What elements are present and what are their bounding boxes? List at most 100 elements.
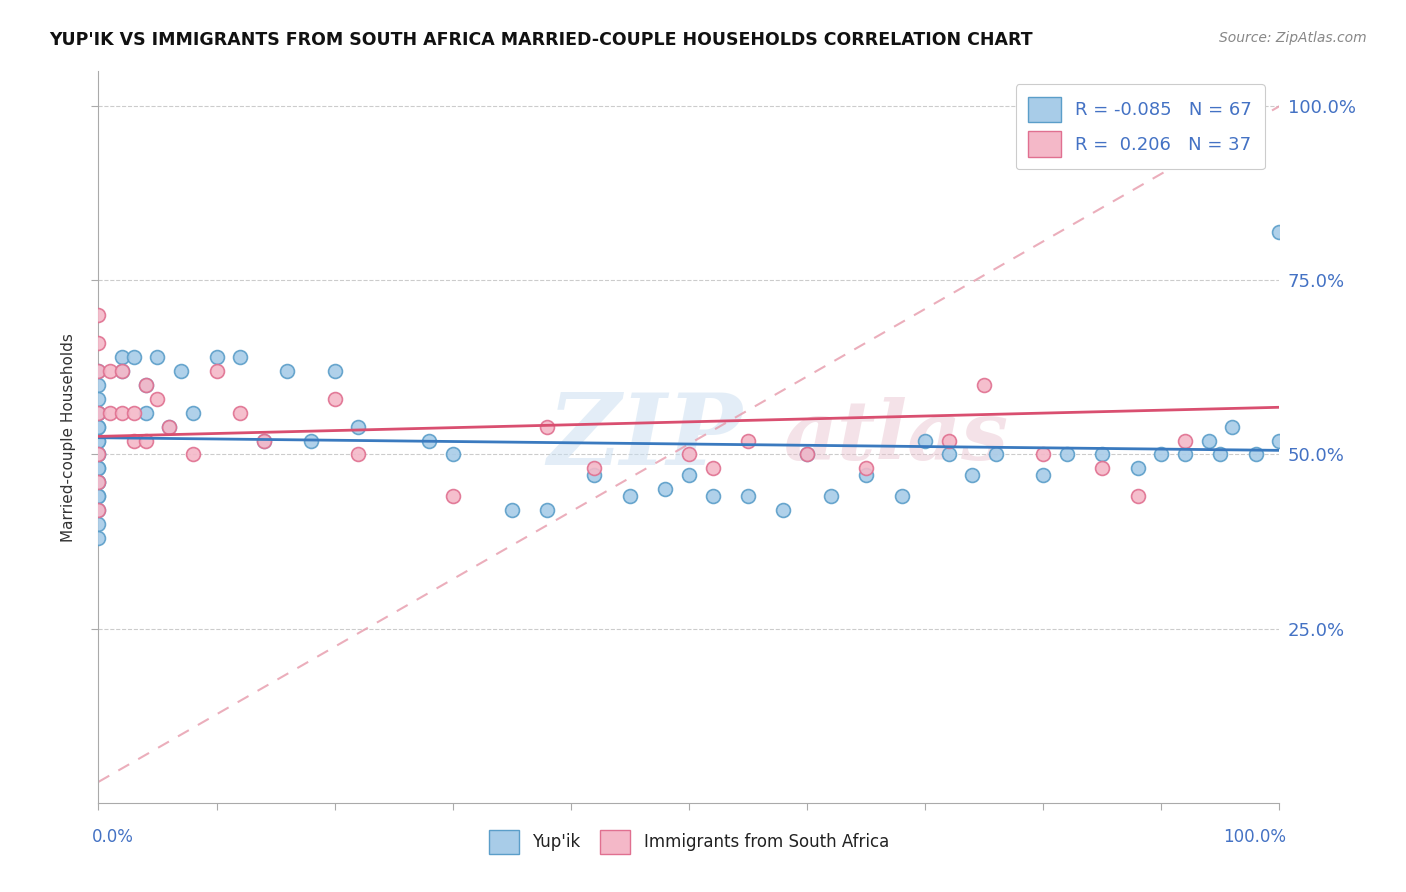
Point: [111, 364, 134, 378]
Point: [253, 434, 276, 448]
Point: [135, 434, 157, 448]
Point: [87, 377, 110, 392]
Point: [135, 406, 157, 420]
Point: [87, 448, 110, 462]
Point: [938, 448, 960, 462]
Point: [111, 364, 134, 378]
Point: [87, 406, 110, 420]
Point: [914, 434, 936, 448]
Text: Source: ZipAtlas.com: Source: ZipAtlas.com: [1219, 31, 1367, 45]
Point: [87, 531, 110, 545]
Point: [157, 419, 180, 434]
Text: atlas: atlas: [783, 397, 1008, 477]
Point: [87, 448, 110, 462]
Point: [962, 468, 984, 483]
Point: [441, 489, 464, 503]
Point: [1126, 489, 1149, 503]
Point: [1244, 448, 1267, 462]
Point: [87, 475, 110, 490]
Point: [1174, 434, 1197, 448]
Point: [87, 461, 110, 475]
Text: 0.0%: 0.0%: [91, 828, 134, 846]
Point: [146, 392, 169, 406]
Point: [796, 448, 818, 462]
Point: [87, 434, 110, 448]
Point: [122, 350, 145, 364]
Point: [299, 434, 322, 448]
Point: [157, 419, 180, 434]
Point: [890, 489, 912, 503]
Point: [820, 489, 842, 503]
Point: [205, 350, 228, 364]
Point: [87, 419, 110, 434]
Point: [855, 461, 877, 475]
Point: [111, 350, 134, 364]
Point: [678, 448, 700, 462]
Point: [87, 489, 110, 503]
Point: [170, 364, 193, 378]
Point: [737, 489, 759, 503]
Point: [654, 483, 676, 497]
Point: [938, 434, 960, 448]
Point: [87, 406, 110, 420]
Point: [855, 468, 877, 483]
Point: [702, 461, 724, 475]
Point: [323, 364, 346, 378]
Point: [1056, 448, 1078, 462]
Point: [441, 448, 464, 462]
Point: [536, 503, 558, 517]
Text: YUP'IK VS IMMIGRANTS FROM SOUTH AFRICA MARRIED-COUPLE HOUSEHOLDS CORRELATION CHA: YUP'IK VS IMMIGRANTS FROM SOUTH AFRICA M…: [49, 31, 1033, 49]
Point: [87, 517, 110, 532]
Point: [1091, 448, 1114, 462]
Text: ZIP: ZIP: [547, 389, 742, 485]
Point: [347, 448, 370, 462]
Point: [253, 434, 276, 448]
Point: [973, 377, 995, 392]
Point: [1198, 434, 1220, 448]
Point: [796, 448, 818, 462]
Point: [98, 364, 121, 378]
Point: [1268, 434, 1291, 448]
Point: [87, 503, 110, 517]
Point: [122, 434, 145, 448]
Point: [98, 406, 121, 420]
Point: [181, 406, 204, 420]
Point: [229, 406, 252, 420]
Legend: Yup'ik, Immigrants from South Africa: Yup'ik, Immigrants from South Africa: [482, 823, 896, 860]
Point: [276, 364, 298, 378]
Point: [87, 336, 110, 351]
Point: [205, 364, 228, 378]
Point: [583, 468, 606, 483]
Point: [181, 448, 204, 462]
Point: [1268, 225, 1291, 239]
Point: [418, 434, 440, 448]
Point: [323, 392, 346, 406]
Point: [678, 468, 700, 483]
Point: [501, 503, 523, 517]
Text: 100.0%: 100.0%: [1223, 828, 1286, 846]
Point: [87, 489, 110, 503]
Point: [87, 448, 110, 462]
Point: [87, 406, 110, 420]
Point: [111, 406, 134, 420]
Point: [87, 308, 110, 322]
Point: [583, 461, 606, 475]
Point: [87, 392, 110, 406]
Point: [87, 434, 110, 448]
Point: [135, 377, 157, 392]
Point: [229, 350, 252, 364]
Point: [87, 475, 110, 490]
Point: [347, 419, 370, 434]
Y-axis label: Married-couple Households: Married-couple Households: [60, 333, 76, 541]
Point: [87, 364, 110, 378]
Point: [87, 461, 110, 475]
Point: [1174, 448, 1197, 462]
Point: [1220, 419, 1243, 434]
Point: [1126, 461, 1149, 475]
Point: [1032, 448, 1054, 462]
Point: [702, 489, 724, 503]
Point: [619, 489, 641, 503]
Point: [1209, 448, 1232, 462]
Point: [87, 419, 110, 434]
Point: [737, 434, 759, 448]
